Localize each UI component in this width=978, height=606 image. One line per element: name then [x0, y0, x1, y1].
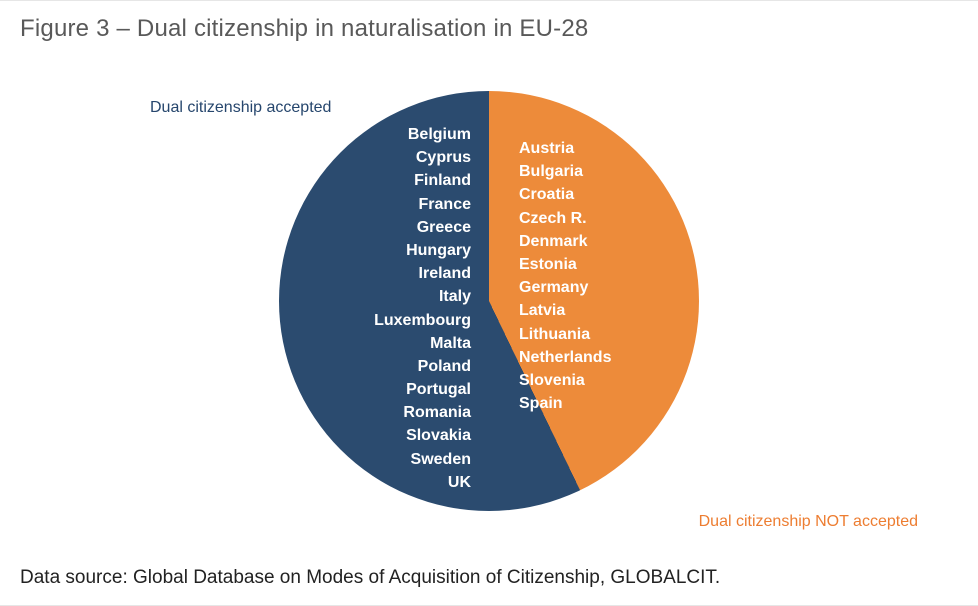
- country-item: Malta: [374, 332, 471, 355]
- country-item: Poland: [374, 355, 471, 378]
- country-item: Czech R.: [519, 207, 611, 230]
- country-item: Italy: [374, 285, 471, 308]
- slice-label-not-accepted: Dual citizenship NOT accepted: [699, 513, 918, 531]
- country-item: Croatia: [519, 183, 611, 206]
- data-source: Data source: Global Database on Modes of…: [20, 567, 720, 589]
- pie-chart: Dual citizenship accepted Dual citizensh…: [0, 61, 978, 541]
- pie-slices: [279, 91, 699, 511]
- country-item: Hungary: [374, 239, 471, 262]
- country-item: Belgium: [374, 123, 471, 146]
- country-item: Denmark: [519, 230, 611, 253]
- country-item: Estonia: [519, 253, 611, 276]
- country-item: Bulgaria: [519, 160, 611, 183]
- slice-label-accepted: Dual citizenship accepted: [150, 99, 331, 117]
- country-item: Spain: [519, 392, 611, 415]
- country-item: Austria: [519, 137, 611, 160]
- country-item: Greece: [374, 216, 471, 239]
- country-item: Romania: [374, 401, 471, 424]
- country-item: UK: [374, 471, 471, 494]
- country-item: Slovakia: [374, 424, 471, 447]
- country-item: Lithuania: [519, 323, 611, 346]
- country-item: Netherlands: [519, 346, 611, 369]
- figure-title: Figure 3 – Dual citizenship in naturalis…: [20, 15, 588, 43]
- country-item: Latvia: [519, 299, 611, 322]
- country-item: Slovenia: [519, 369, 611, 392]
- country-item: Finland: [374, 169, 471, 192]
- country-list-accepted: BelgiumCyprusFinlandFranceGreeceHungaryI…: [374, 123, 471, 494]
- country-item: France: [374, 193, 471, 216]
- country-item: Ireland: [374, 262, 471, 285]
- figure-container: Figure 3 – Dual citizenship in naturalis…: [0, 0, 978, 606]
- country-list-not-accepted: AustriaBulgariaCroatiaCzech R.DenmarkEst…: [519, 137, 611, 415]
- country-item: Luxembourg: [374, 309, 471, 332]
- country-item: Sweden: [374, 448, 471, 471]
- country-item: Germany: [519, 276, 611, 299]
- country-item: Portugal: [374, 378, 471, 401]
- country-item: Cyprus: [374, 146, 471, 169]
